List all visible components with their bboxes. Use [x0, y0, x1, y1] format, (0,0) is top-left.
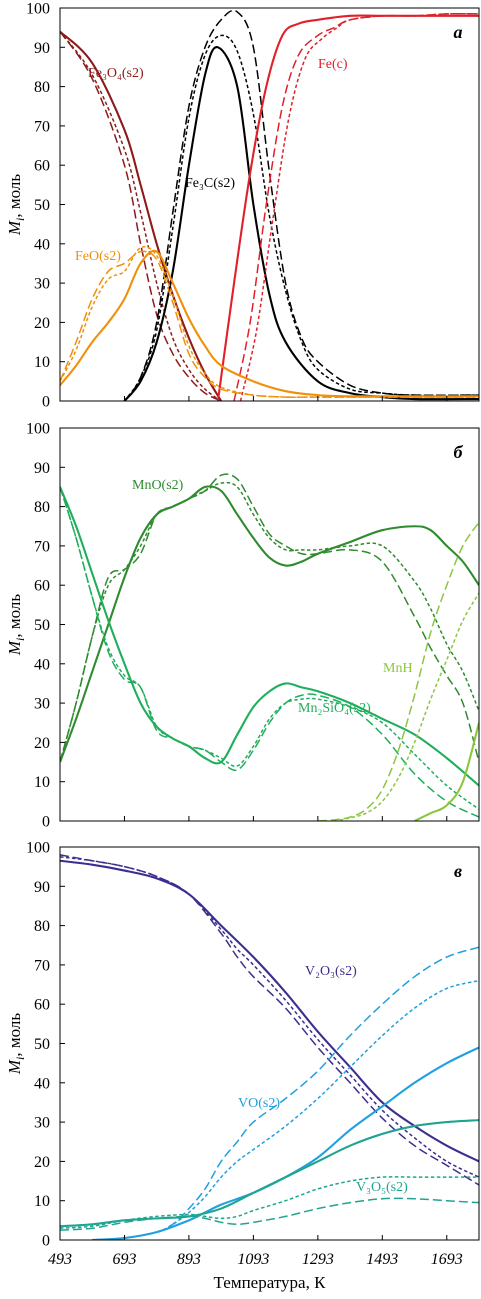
series-line-feo-dotted	[60, 246, 479, 398]
panel-letter: а	[454, 22, 463, 42]
series-annotation: MnO(s2)	[132, 478, 184, 493]
y-tick-label: 0	[42, 394, 50, 411]
y-tick-label: 60	[34, 578, 50, 595]
series-line-mno-solid	[60, 485, 479, 763]
series-line-v3o5-dotted	[60, 1176, 479, 1229]
panel-1: 0 10 20 30 40 50 60 70 80 90 100 Mi, моль а Fe₃O₄(s2)…	[5, 1, 480, 411]
y-tick-label: 20	[34, 735, 50, 752]
plot-frame	[59, 846, 480, 1241]
y-tick-label: 100	[26, 421, 50, 438]
series-annotation: V₃O₅(s2)	[356, 1180, 408, 1195]
series-line-v2o3-dashed	[60, 854, 479, 1186]
series-line-v2o3-solid	[60, 859, 479, 1163]
series-annotation: Fe₃O₄(s2)	[88, 66, 144, 81]
y-tick-label: 0	[42, 814, 50, 831]
series-line-mn2sio4-dotted	[60, 486, 479, 810]
series-line-mno-dotted	[60, 481, 479, 763]
y-tick-label: 80	[34, 79, 50, 96]
series-annotation: V₂O₃(s2)	[305, 964, 357, 979]
series-group	[60, 854, 479, 1240]
series-line-fe3c-dashed	[123, 9, 479, 401]
series-line-feo-dashed	[60, 250, 479, 398]
y-tick-label: 70	[34, 538, 50, 555]
series-line-fe3c-dotted	[123, 34, 479, 401]
series-line-mnh-dashed	[317, 521, 479, 821]
series-line-mn2sio4-dashed	[60, 486, 479, 818]
y-tick-label: 20	[34, 1154, 50, 1171]
y-tick-label: 90	[34, 460, 50, 477]
y-tick-label: 80	[34, 918, 50, 935]
y-tick-label: 60	[34, 997, 50, 1014]
y-tick-label: 80	[34, 499, 50, 516]
x-tick-label: 1693	[431, 1251, 463, 1268]
plot-frame	[59, 427, 480, 822]
series-line-vo-dashed	[92, 946, 479, 1240]
y-tick-label: 90	[34, 40, 50, 57]
y-axis-label: Mi, моль	[5, 594, 27, 657]
series-line-fe3o4-dashed	[60, 31, 222, 401]
y-tick-label: 40	[34, 236, 50, 253]
y-tick-label: 30	[34, 1115, 50, 1132]
series-line-fe3o4-solid	[60, 30, 223, 401]
series-annotation: Mn₂SiO₄(s2)	[298, 701, 371, 716]
x-tick-label: 893	[177, 1251, 201, 1268]
y-tick-label: 40	[34, 656, 50, 673]
series-annotation: Fe₃C(s2)	[185, 176, 235, 191]
y-tick-label: 0	[42, 1233, 50, 1250]
series-line-feo-solid	[60, 249, 479, 398]
y-tick-label: 30	[34, 696, 50, 713]
y-tick-label: 100	[26, 840, 50, 857]
x-axis-label: Температура, К	[214, 1273, 327, 1292]
y-tick-label: 50	[34, 1036, 50, 1053]
y-tick-label: 70	[34, 957, 50, 974]
series-line-v2o3-dotted	[60, 856, 479, 1178]
series-group	[60, 473, 479, 821]
x-tick-label: 1493	[366, 1251, 398, 1268]
series-annotation: Fe(c)	[318, 57, 348, 72]
x-tick-label: 1293	[302, 1251, 334, 1268]
x-tick-label: 493	[48, 1251, 72, 1268]
y-tick-label: 70	[34, 118, 50, 135]
panel-3: 0 10 20 30 40 50 60 70 80 90 100 493 693 893 1093 1293 1…	[5, 840, 480, 1268]
series-line-fe-dotted	[239, 12, 479, 401]
panel-letter: в	[454, 861, 462, 881]
y-tick-label: 30	[34, 276, 50, 293]
series-group	[60, 9, 479, 401]
series-annotation: FeO(s2)	[75, 249, 121, 264]
y-axis-label: Mi, моль	[5, 1013, 27, 1076]
panel-2: 0 10 20 30 40 50 60 70 80 90 100 Mi, моль б MnO(s2) Mn…	[5, 421, 480, 831]
panel-letter: б	[454, 442, 464, 462]
y-tick-label: 50	[34, 617, 50, 634]
y-tick-label: 40	[34, 1075, 50, 1092]
y-tick-label: 10	[34, 774, 50, 791]
y-tick-label: 20	[34, 315, 50, 332]
series-line-mno-dashed	[60, 473, 479, 763]
series-line-fe3o4-dotted	[60, 31, 222, 401]
series-line-v3o5-dashed	[60, 1197, 479, 1231]
series-annotation: VO(s2)	[238, 1096, 280, 1111]
series-line-mn2sio4-solid	[60, 486, 479, 787]
x-tick-label: 1093	[237, 1251, 269, 1268]
y-tick-label: 10	[34, 354, 50, 371]
series-line-vo-dotted	[92, 979, 479, 1240]
series-line-mnh-dotted	[333, 592, 479, 821]
series-line-mnh-solid	[414, 722, 479, 821]
y-tick-label: 50	[34, 197, 50, 214]
y-tick-label: 90	[34, 879, 50, 896]
y-tick-label: 100	[26, 1, 50, 18]
y-tick-label: 60	[34, 158, 50, 175]
series-line-v3o5-solid	[60, 1119, 479, 1228]
y-axis-label: Mi, моль	[5, 174, 27, 237]
x-tick-label: 693	[112, 1251, 136, 1268]
y-tick-label: 10	[34, 1193, 50, 1210]
series-line-fe3c-solid	[123, 46, 479, 401]
series-annotation: MnH	[383, 661, 413, 676]
